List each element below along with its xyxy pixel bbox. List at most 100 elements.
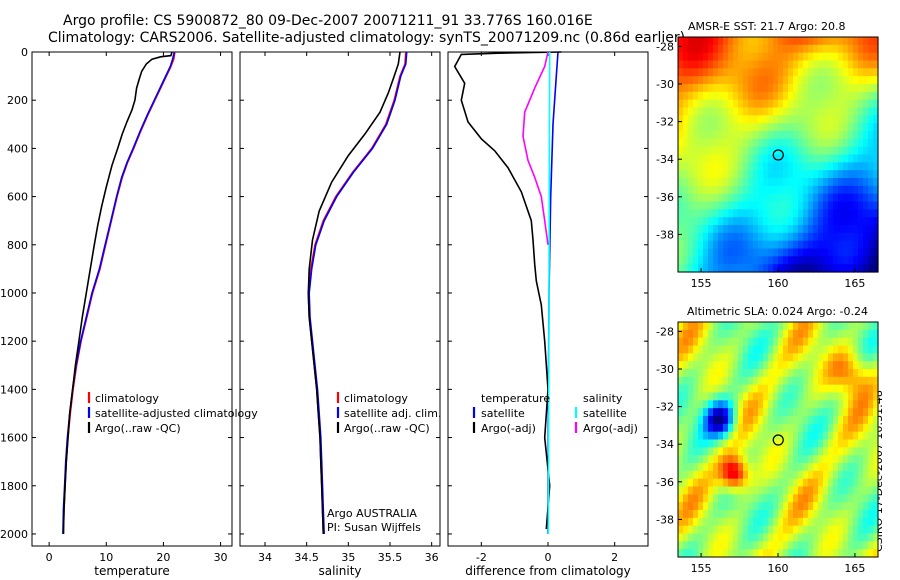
heatmap-cell (793, 185, 799, 195)
heatmap-cell (873, 193, 879, 203)
heatmap-cell (708, 99, 714, 109)
heatmap-cell (738, 217, 744, 226)
heatmap-cell (848, 447, 854, 456)
heatmap-cell (848, 123, 854, 132)
heatmap-cell (723, 178, 729, 187)
heatmap-cell (728, 232, 734, 242)
heatmap-cell (708, 217, 714, 226)
heatmap-cell (833, 68, 839, 77)
heatmap-cell (813, 439, 819, 448)
heatmap-cell (813, 217, 819, 226)
heatmap-cell (863, 44, 869, 54)
heatmap-cell (693, 193, 699, 203)
heatmap-cell (728, 502, 734, 511)
heatmap-cell (713, 68, 719, 77)
heatmap-cell (768, 76, 774, 85)
heatmap-cell (718, 138, 724, 148)
heatmap-cell (753, 193, 759, 203)
heatmap-cell (823, 549, 829, 558)
heatmap-cell (868, 115, 874, 124)
heatmap-cell (763, 154, 769, 163)
heatmap-cell (823, 240, 829, 250)
heatmap-cell (853, 44, 859, 54)
series-line-salinity-satellite (547, 51, 551, 535)
heatmap-cell (698, 138, 704, 148)
heatmap-cell (843, 510, 849, 519)
heatmap-cell (713, 416, 719, 425)
heatmap-cell (858, 170, 864, 179)
heatmap-cell (748, 248, 754, 257)
heatmap-cell (773, 494, 779, 503)
heatmap-cell (763, 400, 769, 409)
heatmap-cell (728, 431, 734, 441)
heatmap-cell (823, 384, 829, 394)
heatmap-cell (718, 533, 724, 542)
heatmap-cell (813, 431, 819, 441)
heatmap-cell (718, 486, 724, 495)
heatmap-cell (693, 416, 699, 425)
heatmap-cell (733, 510, 739, 519)
heatmap-cell (703, 154, 709, 163)
heatmap-cell (783, 107, 789, 116)
heatmap-cell (808, 146, 814, 156)
heatmap-cell (788, 431, 794, 441)
heatmap-cell (788, 217, 794, 226)
annotation-text: Argo AUSTRALIA (327, 507, 417, 520)
heatmap-cell (768, 447, 774, 456)
heatmap-cell (678, 408, 684, 417)
heatmap-cell (798, 178, 804, 187)
heatmap-cell (758, 76, 764, 85)
heatmap-cell (743, 209, 749, 218)
heatmap-cell (713, 240, 719, 250)
heatmap-cell (708, 439, 714, 448)
heatmap-cell (748, 138, 754, 148)
heatmap-cell (788, 384, 794, 394)
heatmap-cell (818, 345, 824, 354)
heatmap-cell (728, 549, 734, 558)
heatmap-cell (778, 322, 784, 331)
heatmap-cell (853, 107, 859, 116)
heatmap-cell (848, 201, 854, 210)
heatmap-cell (743, 60, 749, 69)
heatmap-cell (823, 353, 829, 362)
heatmap-cell (748, 68, 754, 77)
heatmap-cell (733, 240, 739, 250)
heatmap-cell (743, 337, 749, 347)
heatmap-cell (803, 345, 809, 354)
heatmap-cell (838, 486, 844, 495)
heatmap-cell (733, 185, 739, 195)
heatmap-cell (858, 52, 864, 62)
heatmap-cell (713, 60, 719, 69)
heatmap-cell (743, 345, 749, 354)
heatmap-cell (743, 549, 749, 558)
heatmap-cell (873, 264, 879, 273)
heatmap-cell (858, 232, 864, 242)
heatmap-cell (773, 232, 779, 242)
heatmap-cell (728, 510, 734, 519)
heatmap-cell (728, 123, 734, 132)
heatmap-cell (823, 329, 829, 339)
heatmap-cell (758, 400, 764, 409)
sla-map-heatmap (678, 322, 879, 558)
heatmap-cell (713, 123, 719, 132)
heatmap-cell (733, 44, 739, 54)
heatmap-cell (818, 76, 824, 85)
heatmap-cell (783, 256, 789, 265)
y-tick-label: 2000 (0, 528, 28, 541)
heatmap-cell (833, 193, 839, 203)
heatmap-cell (808, 37, 814, 46)
heatmap-cell (863, 361, 869, 370)
heatmap-cell (713, 217, 719, 226)
heatmap-cell (693, 376, 699, 386)
heatmap-cell (703, 510, 709, 519)
heatmap-cell (798, 115, 804, 124)
heatmap-cell (843, 44, 849, 54)
heatmap-cell (843, 517, 849, 527)
heatmap-cell (763, 470, 769, 480)
heatmap-cell (848, 392, 854, 401)
heatmap-cell (768, 517, 774, 527)
heatmap-cell (733, 353, 739, 362)
heatmap-cell (678, 60, 684, 69)
heatmap-cell (743, 384, 749, 394)
heatmap-cell (723, 361, 729, 370)
